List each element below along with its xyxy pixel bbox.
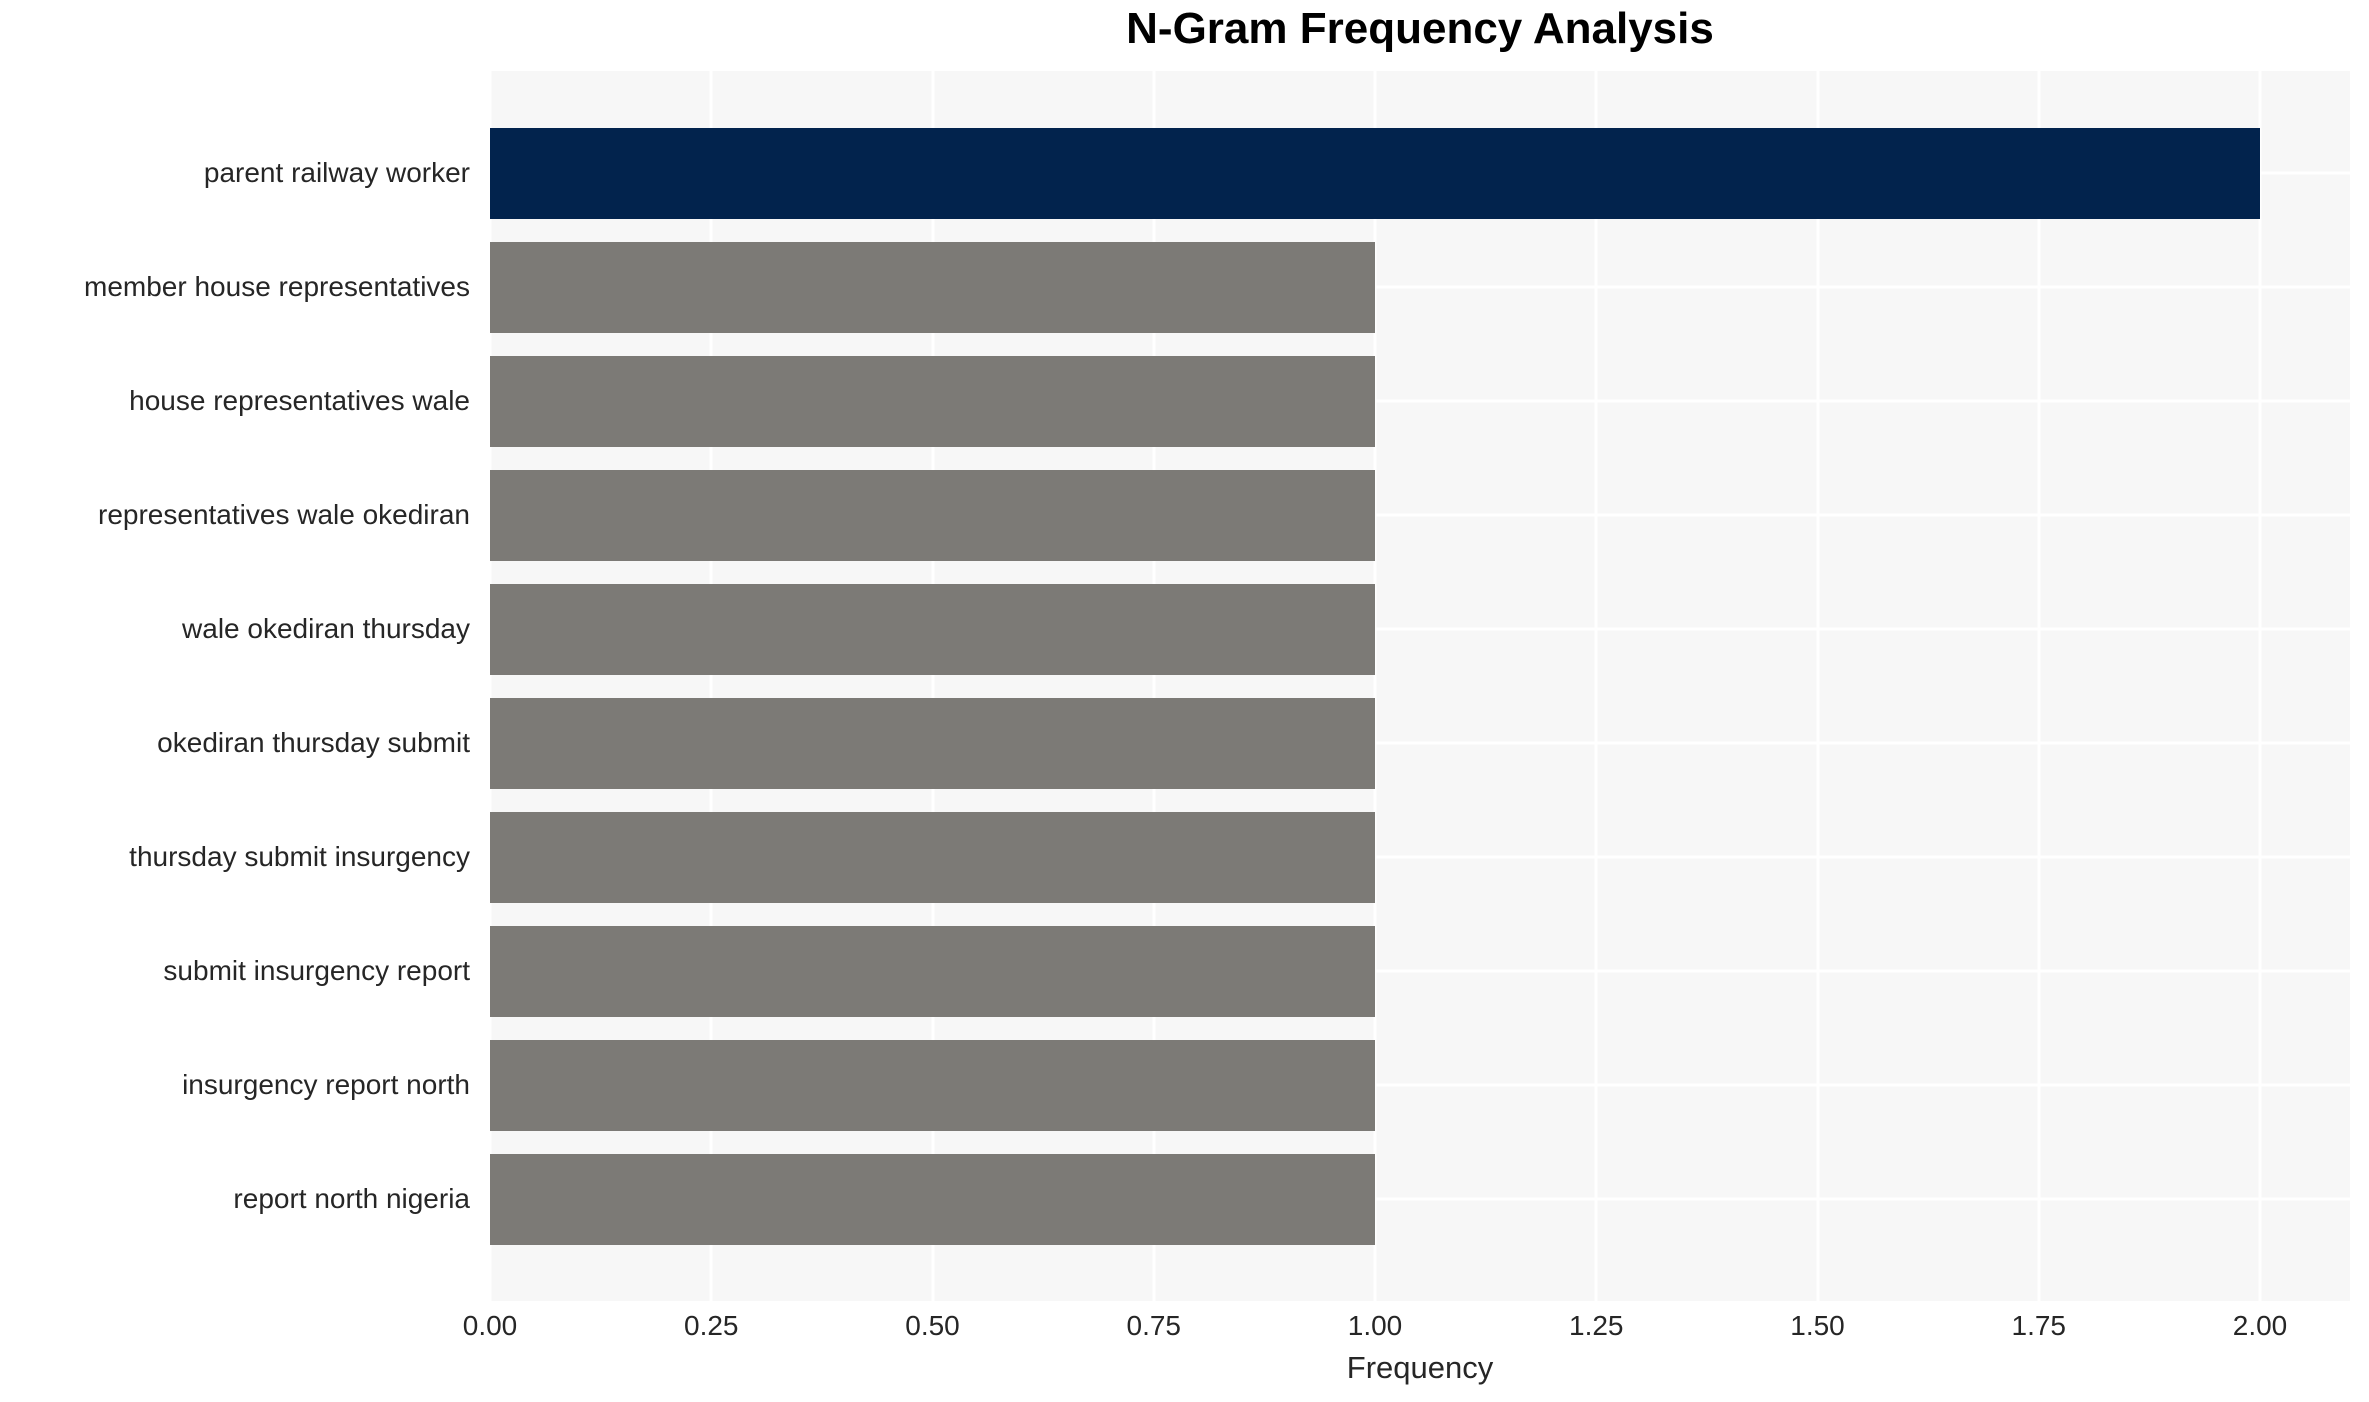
y-gridline [490,399,2350,403]
bar-representatives-wale-okediran [490,469,1375,561]
y-gridline [490,627,2350,631]
x-axis-ticks: 0.00 0.25 0.50 0.75 1.00 1.25 1.50 1.75 2.00 [463,1310,2350,1346]
bar-okediran-thursday-submit [490,697,1375,789]
y-tick-label: report north nigeria [233,1183,470,1214]
x-tick-label: 0.00 [462,1310,518,1341]
x-gridline [1373,71,1377,1301]
bar-house-representatives-wale [490,355,1375,447]
y-tick-label: okediran thursday submit [157,727,470,758]
x-gridline [490,71,492,1301]
bar-submit-insurgency-report [490,925,1375,1017]
bar-insurgency-report-north [490,1039,1375,1131]
chart-title: N-Gram Frequency Analysis [1126,4,1714,53]
y-tick-label: thursday submit insurgency [129,841,470,872]
x-tick-label: 1.25 [1569,1310,1624,1341]
x-tick-label: 1.50 [1790,1310,1845,1341]
y-axis-labels: parent railway worker member house repres… [0,71,480,1301]
y-tick-label: member house representatives [84,271,470,302]
y-tick-label: wale okediran thursday [182,613,470,644]
x-gridline [1594,71,1598,1301]
y-gridline [490,513,2350,517]
x-tick-label: 1.75 [2011,1310,2067,1341]
x-gridline [1816,71,1819,1301]
bar-thursday-submit-insurgency [490,811,1375,903]
y-tick-label: representatives wale okediran [98,499,470,530]
y-tick-label: insurgency report north [182,1069,470,1100]
x-gridline [931,71,934,1301]
y-tick-label: house representatives wale [129,385,470,416]
x-gridline [2258,71,2262,1301]
plot-area [490,71,2350,1301]
x-tick-label: 0.25 [684,1310,739,1341]
y-gridline [490,285,2350,289]
y-tick-label: submit insurgency report [163,955,470,986]
y-gridline [490,969,2350,973]
x-gridline [709,71,713,1301]
y-gridline [490,741,2350,745]
y-gridline [490,855,2350,859]
bar-wale-okediran-thursday [490,583,1375,675]
y-gridline [490,1197,2350,1201]
x-tick-label: 0.75 [1126,1310,1182,1341]
x-tick-label: 0.50 [905,1310,960,1341]
bar-parent-railway-worker [490,127,2260,219]
x-tick-label: 1.00 [1347,1310,1403,1341]
x-axis-label: Frequency [1346,1350,1494,1385]
bar-report-north-nigeria [490,1153,1375,1245]
y-tick-label: parent railway worker [203,157,470,188]
bar-member-house-representatives [490,241,1375,333]
y-gridline [490,1083,2350,1087]
x-gridline [2037,71,2041,1301]
x-gridline [1152,71,1156,1301]
x-tick-label: 2.00 [2232,1310,2288,1341]
